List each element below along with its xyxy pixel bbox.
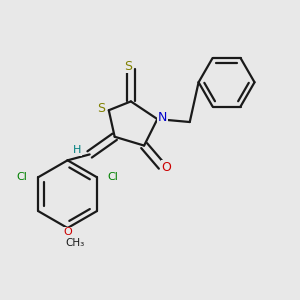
Text: S: S bbox=[124, 60, 132, 73]
Text: CH₃: CH₃ bbox=[65, 238, 85, 248]
Text: N: N bbox=[158, 111, 167, 124]
Text: Cl: Cl bbox=[16, 172, 28, 182]
Text: O: O bbox=[63, 227, 72, 237]
Text: O: O bbox=[161, 161, 171, 174]
Text: S: S bbox=[98, 102, 105, 115]
Text: H: H bbox=[73, 145, 82, 155]
Text: Cl: Cl bbox=[108, 172, 118, 182]
